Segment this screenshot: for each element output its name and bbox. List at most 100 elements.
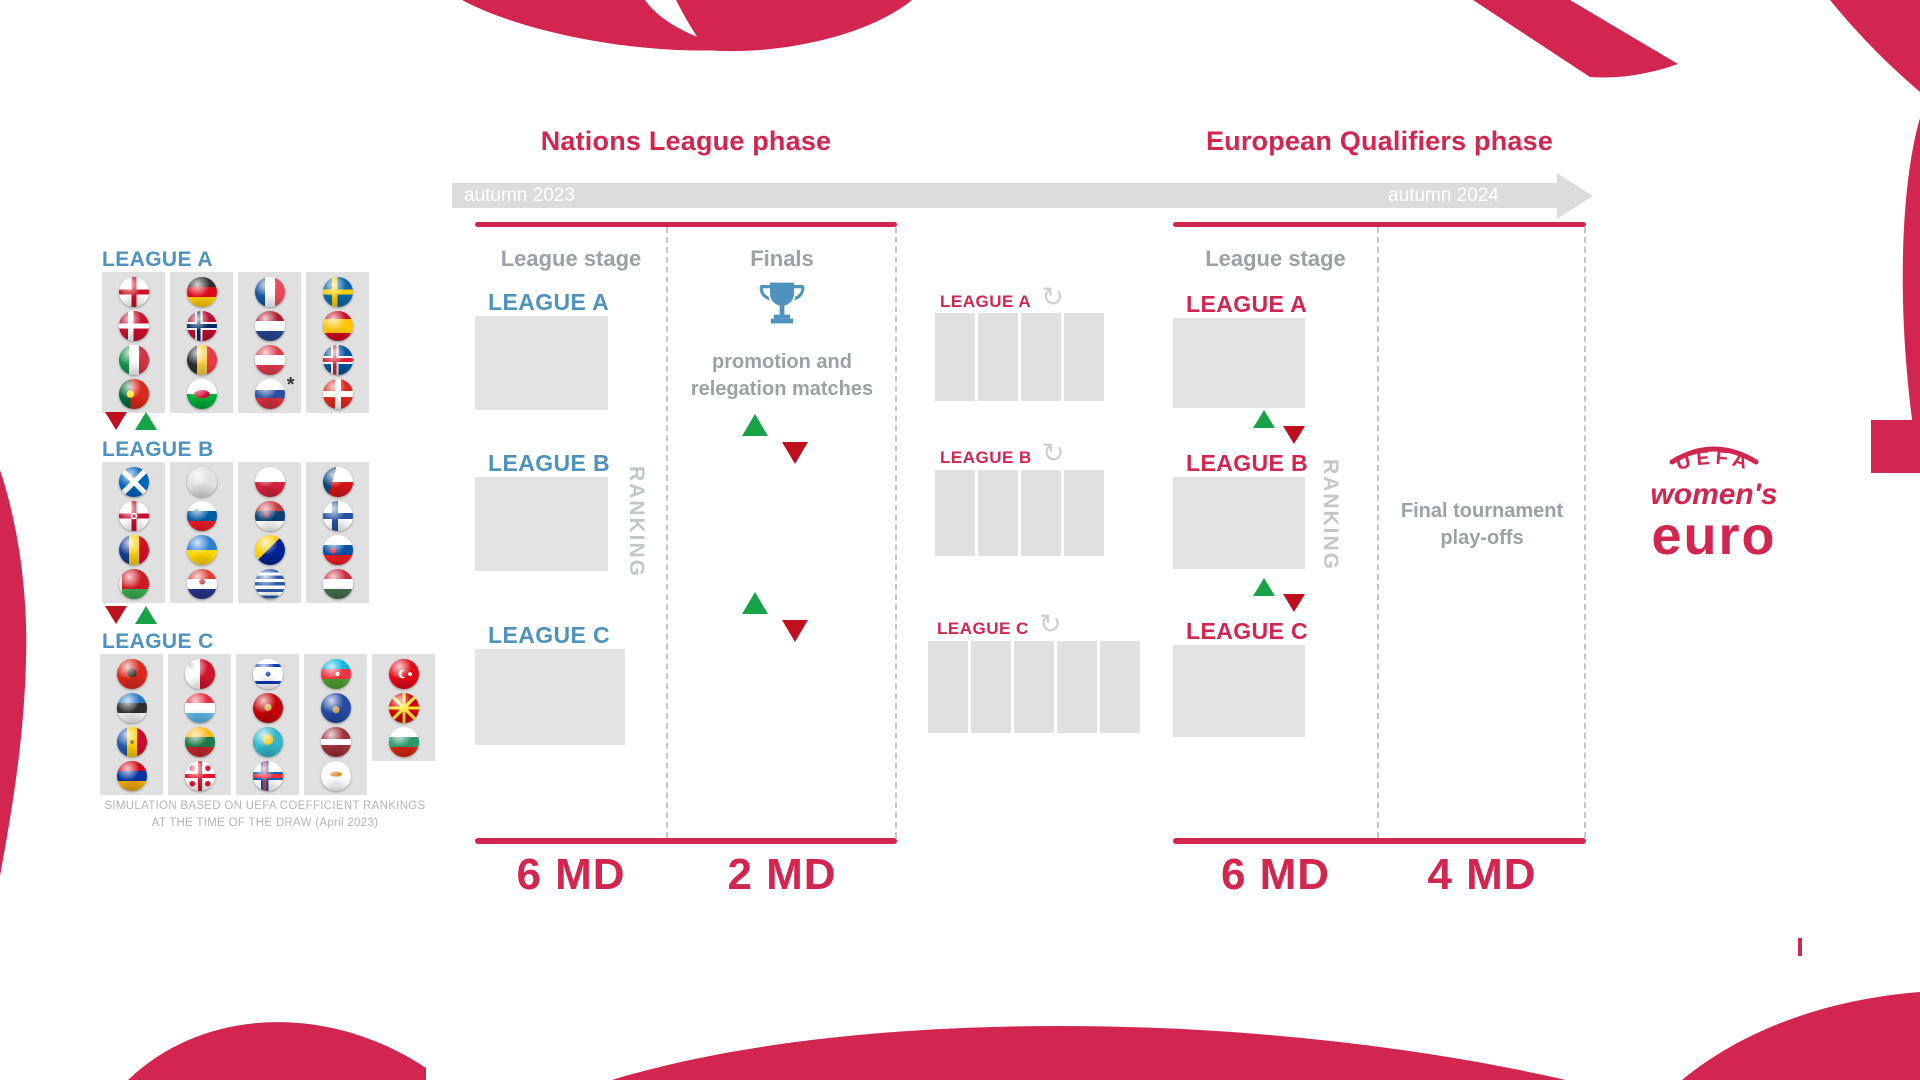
relegation-icon	[105, 606, 127, 624]
qualifying-group-slot	[1057, 641, 1097, 733]
promotion-icon	[1253, 410, 1275, 428]
turkey-flag-icon	[388, 658, 419, 689]
eq-top-rule	[1173, 222, 1586, 227]
hungary-flag-wrap	[321, 568, 355, 599]
nl-league-c-box	[475, 649, 625, 745]
belgium-flag-icon	[186, 344, 217, 375]
nl-league-stage-matchdays: 6 MD	[516, 850, 626, 899]
wales-flag-wrap	[185, 378, 219, 409]
georgia-flag-wrap	[183, 760, 217, 791]
greece-flag-wrap	[253, 568, 287, 599]
league-group-column	[102, 272, 165, 413]
romania-flag-wrap	[117, 534, 151, 565]
poland-flag-wrap	[253, 466, 287, 497]
finals-promotion-relegation-1	[742, 414, 812, 470]
iceland-flag-wrap	[321, 344, 355, 375]
league-b-flag-grid	[102, 462, 369, 603]
albania-flag-wrap	[115, 658, 149, 689]
nl-league-c-label: LEAGUE C	[488, 622, 611, 648]
logo-euro-text: euro	[1651, 506, 1776, 566]
disclaimer-line-2: AT THE TIME OF THE DRAW (April 2023)	[151, 817, 379, 829]
nl-league-b-box	[475, 477, 608, 571]
eq-league-c-box	[1173, 645, 1305, 737]
montenegro-flag-wrap	[251, 692, 285, 723]
playoffs-note-line-2: play-offs	[1440, 527, 1524, 549]
nl-right-divider	[895, 227, 897, 838]
france-flag-icon	[254, 276, 285, 307]
estonia-flag-icon	[116, 692, 147, 723]
kazakhstan-flag-wrap	[251, 726, 285, 757]
nations-league-phase-title: Nations League phase	[540, 126, 832, 156]
bosnia-herzegovina-flag-icon	[254, 534, 285, 565]
finland-flag-icon	[322, 500, 353, 531]
mid-league-c-text: LEAGUE C	[937, 618, 1029, 638]
nl-bottom-rule	[475, 838, 897, 844]
nl-column-divider	[666, 227, 668, 838]
eq-league-stage-matchdays: 6 MD	[1220, 850, 1331, 899]
league-group-column	[236, 654, 299, 795]
georgia-flag-icon	[184, 760, 215, 791]
league-group-column	[170, 272, 233, 413]
nl-ranking-label: RANKING	[625, 466, 648, 578]
mid-league-a-groups	[935, 313, 1104, 401]
logo-womens-text: women's	[1650, 478, 1777, 511]
league-group-column	[306, 462, 369, 603]
eq-league-a-label: LEAGUE A	[1186, 291, 1308, 317]
eq-right-divider	[1584, 227, 1586, 838]
austria-flag-icon	[254, 344, 285, 375]
eq-league-c-label: LEAGUE C	[1186, 618, 1309, 644]
austria-flag-wrap	[253, 344, 287, 375]
england-flag-wrap	[117, 276, 151, 307]
league-group-column	[304, 654, 367, 795]
azerbaijan-flag-icon	[320, 658, 351, 689]
denmark-flag-icon	[118, 310, 149, 341]
promotion-icon	[1253, 578, 1275, 596]
albania-flag-icon	[116, 658, 147, 689]
ireland-flag-icon	[186, 466, 217, 497]
france-flag-wrap	[253, 276, 287, 307]
right-edge-sliver-shape	[1902, 118, 1920, 472]
nl-top-rule	[475, 222, 897, 227]
bulgaria-flag-icon	[388, 726, 419, 757]
eq-league-a-box	[1173, 318, 1305, 408]
portugal-flag-wrap	[117, 378, 151, 409]
promotion-icon	[742, 414, 768, 436]
top-right-corner-shape	[1830, 0, 1920, 92]
qualifying-group-slot	[978, 470, 1018, 556]
eq-column-divider	[1377, 227, 1379, 838]
left-edge-sliver-shape	[0, 470, 27, 876]
czechia-flag-icon	[322, 466, 353, 497]
qualifying-group-slot	[928, 641, 968, 733]
sweden-flag-wrap	[321, 276, 355, 307]
mid-league-b-groups	[935, 470, 1104, 556]
mid-league-a-text: LEAGUE A	[940, 291, 1032, 311]
russia-flag-wrap: *	[253, 374, 295, 409]
armenia-flag-icon	[116, 760, 147, 791]
slovenia-flag-icon	[186, 500, 217, 531]
qualifying-group-slot	[971, 641, 1011, 733]
hungary-flag-icon	[322, 568, 353, 599]
moldova-flag-icon	[116, 726, 147, 757]
right-edge-square-shape	[1871, 420, 1920, 473]
northern-ireland-flag-wrap	[117, 500, 151, 531]
latvia-flag-icon	[320, 726, 351, 757]
qualifying-group-slot	[1064, 313, 1104, 401]
league-a-flag-grid: *	[102, 272, 369, 413]
portugal-flag-icon	[118, 378, 149, 409]
promotion-icon	[742, 592, 768, 614]
relegation-icon	[105, 412, 127, 430]
luxembourg-flag-icon	[184, 692, 215, 723]
sweden-flag-icon	[322, 276, 353, 307]
redraw-icon: ↻	[1041, 438, 1065, 468]
malta-flag-wrap	[183, 658, 217, 689]
england-flag-icon	[118, 276, 149, 307]
estonia-flag-wrap	[115, 692, 149, 723]
moldova-flag-wrap	[115, 726, 149, 757]
logo-arc	[1669, 446, 1759, 465]
qualifying-group-slot	[935, 470, 975, 556]
eq-league-b-label: LEAGUE B	[1186, 450, 1309, 476]
top-right-band-shape	[1473, 0, 1678, 78]
ukraine-flag-wrap	[185, 534, 219, 565]
left-league-c-heading: LEAGUE C	[102, 630, 214, 653]
mid-league-c-groups	[928, 641, 1140, 733]
